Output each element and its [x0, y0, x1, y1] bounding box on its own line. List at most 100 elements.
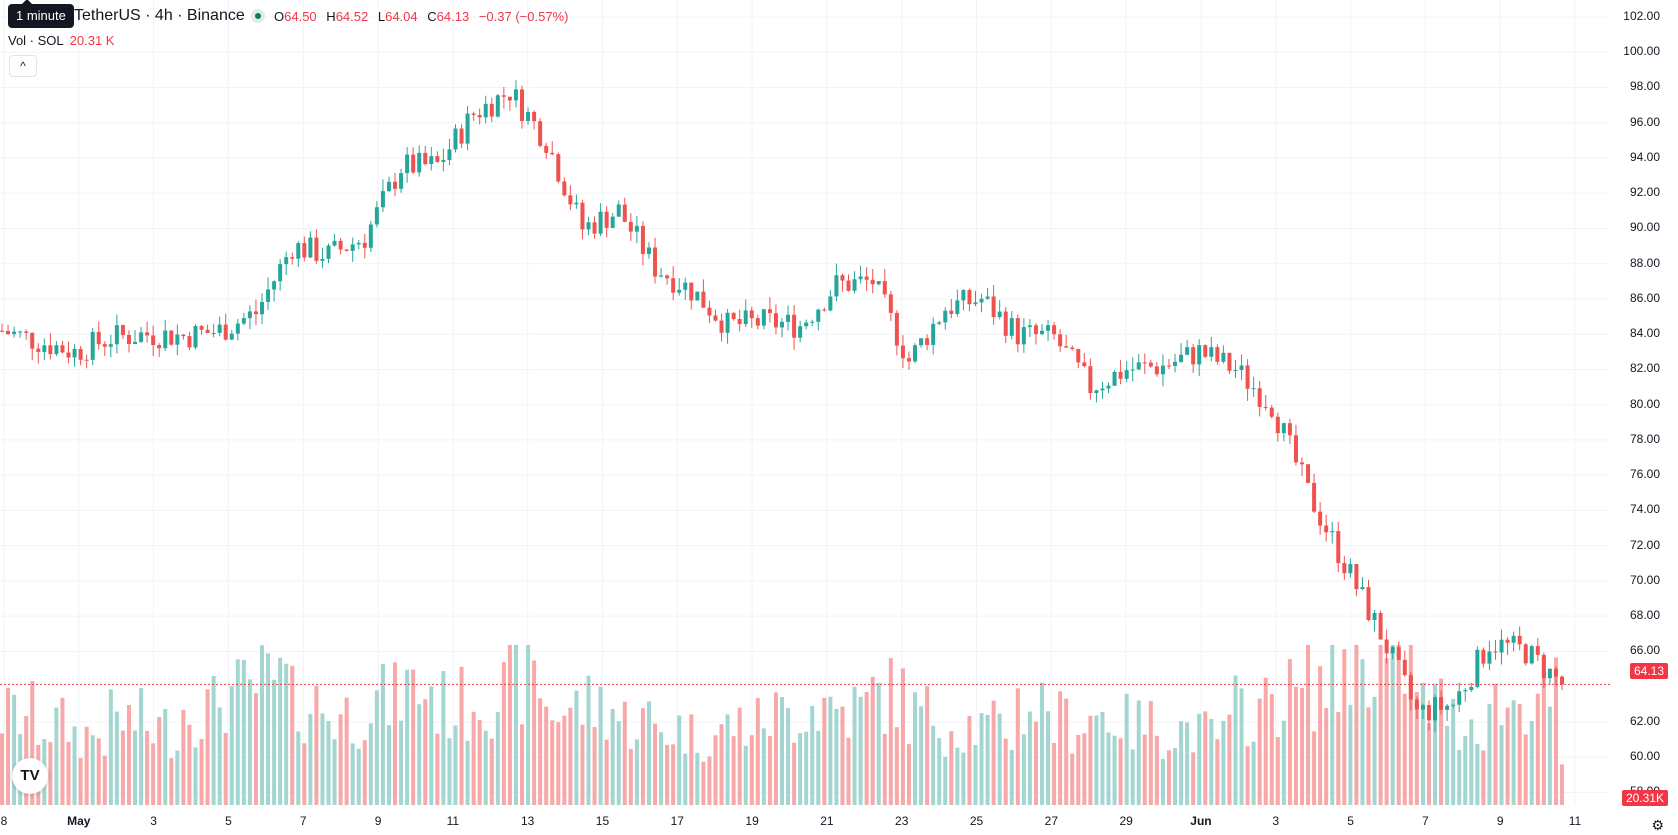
- volume-bar: [1312, 731, 1317, 805]
- candle-body: [1046, 325, 1051, 331]
- volume-bar: [1360, 659, 1365, 805]
- volume-bar: [671, 744, 676, 805]
- volume-bar: [773, 692, 778, 805]
- candle-body: [278, 264, 283, 282]
- candle-body: [1191, 347, 1196, 365]
- candle-body: [1499, 639, 1504, 653]
- volume-bar: [1046, 711, 1051, 805]
- candle-body: [876, 281, 881, 285]
- volume-bar: [1287, 659, 1292, 805]
- volume-bar: [1475, 743, 1480, 805]
- volume-bar: [719, 724, 724, 805]
- volume-bar: [1366, 707, 1371, 805]
- volume-bar: [1275, 737, 1280, 805]
- candle-body: [229, 333, 234, 340]
- symbol-title[interactable]: TetherUS · 4h · Binance: [74, 7, 245, 24]
- volume-bar: [1052, 743, 1057, 805]
- volume-bar: [913, 692, 918, 805]
- price-tick-label: 86.00: [1629, 290, 1660, 305]
- candle-body: [931, 323, 936, 345]
- volume-bar: [822, 697, 827, 805]
- volume-bar: [1040, 682, 1044, 805]
- candle-body: [260, 301, 264, 315]
- candle-body: [1445, 705, 1450, 710]
- candle-body: [199, 326, 204, 330]
- candle-body: [205, 329, 210, 334]
- candle-body: [417, 152, 422, 173]
- candle-body: [1511, 635, 1516, 643]
- volume-bar: [1420, 682, 1425, 805]
- candle-body: [1185, 347, 1190, 355]
- gear-icon[interactable]: ⚙: [1651, 817, 1664, 833]
- candlesticks: [0, 80, 1564, 732]
- candle-body: [646, 247, 651, 255]
- candle-body: [1300, 462, 1304, 465]
- candle-body: [1245, 365, 1250, 389]
- candle-body: [949, 310, 954, 314]
- volume-bar: [362, 740, 367, 805]
- volume-bar: [1227, 714, 1232, 805]
- market-status-icon[interactable]: [251, 9, 265, 23]
- candle-body: [538, 121, 543, 146]
- volume-bar: [943, 756, 948, 805]
- candle-body: [90, 331, 95, 360]
- candle-body: [405, 154, 410, 174]
- candle-body: [483, 103, 488, 118]
- candle-body: [1414, 699, 1419, 710]
- volume-bar: [380, 663, 385, 805]
- candle-body: [1541, 654, 1546, 679]
- tradingview-logo-icon[interactable]: TV: [12, 758, 48, 794]
- volume-bar: [937, 738, 942, 805]
- volume-bar: [580, 724, 585, 805]
- time-tick-label: 9: [374, 814, 382, 828]
- volume-bar: [816, 730, 821, 805]
- candle-body: [671, 278, 676, 293]
- candle-body: [1354, 564, 1359, 590]
- candle-body: [913, 345, 918, 362]
- volume-bar: [882, 733, 887, 805]
- candle-body: [6, 330, 11, 335]
- candle-body: [888, 294, 893, 313]
- volume-bar: [187, 724, 192, 805]
- candle-body: [1312, 482, 1317, 512]
- volume-bar: [967, 715, 972, 805]
- close-label: C: [427, 9, 437, 24]
- price-tick-label: 92.00: [1629, 185, 1660, 200]
- candle-body: [997, 311, 1002, 318]
- time-tick-label: 11: [446, 814, 460, 828]
- candle-body: [272, 281, 277, 290]
- candle-body: [586, 222, 591, 230]
- candle-body: [507, 96, 512, 101]
- candle-body: [532, 112, 537, 122]
- candle-body: [713, 315, 718, 321]
- candle-body: [719, 320, 724, 333]
- candle-body: [1342, 563, 1347, 574]
- grid-lines: [0, 0, 1610, 805]
- price-tick-label: 74.00: [1629, 502, 1660, 517]
- candle-body: [1088, 366, 1093, 393]
- volume-bar: [296, 731, 301, 805]
- candle-body: [1227, 352, 1232, 371]
- time-tick-label: 23: [895, 814, 909, 828]
- time-tick-label: 5: [225, 814, 232, 828]
- candle-body: [284, 257, 289, 265]
- time-tick-label: 27: [1044, 814, 1058, 828]
- volume-bar: [320, 713, 325, 805]
- volume-bar: [1487, 703, 1492, 805]
- candle-body: [126, 335, 131, 344]
- volume-bar: [126, 705, 131, 805]
- collapse-legend-button[interactable]: ^: [9, 55, 37, 77]
- candle-body: [108, 344, 113, 347]
- volume-bar: [1306, 645, 1311, 805]
- volume-bar: [1094, 715, 1099, 805]
- volume-bar: [1130, 749, 1135, 805]
- candle-body: [943, 310, 948, 323]
- candle-body: [1475, 649, 1480, 687]
- volume-bar: [1142, 734, 1147, 805]
- candle-body: [677, 289, 682, 293]
- candle-body: [1257, 388, 1262, 407]
- volume-bar: [453, 725, 458, 805]
- volume-bar: [1082, 733, 1087, 805]
- volume-bar: [272, 679, 277, 805]
